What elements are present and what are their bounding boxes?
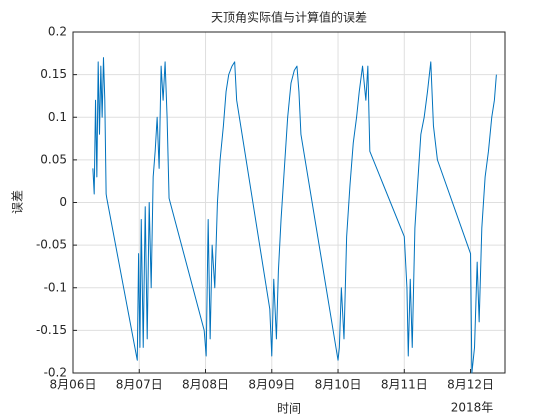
y-tick-label: 0.05 — [40, 152, 67, 166]
y-tick-label: -0.15 — [36, 323, 67, 337]
y-tick-label: 0.2 — [48, 25, 67, 39]
x-tick-label: 8月12日 — [447, 378, 494, 392]
y-tick-label: 0 — [59, 195, 67, 209]
x-secondary-label: 2018年 — [451, 401, 494, 415]
axes-box — [72, 31, 506, 374]
y-tick-label: 0.1 — [48, 110, 67, 124]
x-tick-label: 8月07日 — [116, 378, 163, 392]
y-tick-label: -0.05 — [36, 238, 67, 252]
y-tick-label: 0.15 — [40, 67, 67, 81]
y-axis-label: 误差 — [11, 190, 25, 214]
x-tick-label: 8月06日 — [50, 378, 97, 392]
y-tick-label: -0.2 — [44, 366, 67, 380]
x-axis-label: 时间 — [277, 402, 301, 416]
chart-title: 天顶角实际值与计算值的误差 — [211, 10, 367, 25]
data-line — [92, 57, 497, 374]
x-tick-label: 8月09日 — [248, 378, 295, 392]
x-tick-label: 8月11日 — [381, 378, 428, 392]
x-tick-label: 8月08日 — [182, 378, 229, 392]
x-tick-label: 8月10日 — [315, 378, 362, 392]
y-tick-label: -0.1 — [44, 280, 67, 294]
